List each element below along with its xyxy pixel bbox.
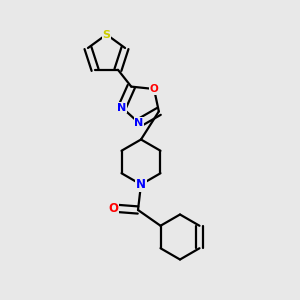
Text: N: N: [117, 103, 127, 112]
Text: N: N: [134, 118, 144, 128]
Text: S: S: [103, 29, 110, 40]
Text: O: O: [108, 202, 118, 215]
Text: O: O: [150, 84, 158, 94]
Text: N: N: [136, 178, 146, 191]
